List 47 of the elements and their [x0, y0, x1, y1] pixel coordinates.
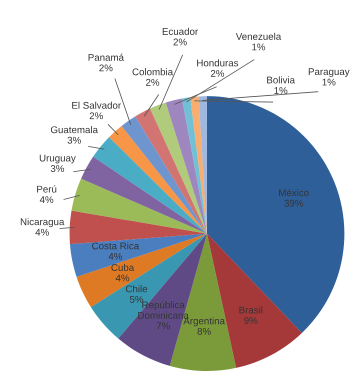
data-label: 2% [210, 70, 224, 77]
slice-label: Honduras [197, 59, 238, 66]
pie-slice [190, 96, 207, 234]
data-label: 2% [90, 112, 103, 120]
data-label: 2% [174, 38, 187, 46]
data-label: 5% [130, 296, 144, 303]
slice-label: Colombia [132, 68, 174, 76]
slice-label: Argentina [183, 317, 225, 326]
data-label: 39% [284, 200, 304, 207]
pie-slice [122, 116, 207, 234]
data-label: 4% [40, 196, 54, 204]
slice-label: Nicaragua [20, 218, 64, 228]
data-label: 9% [244, 317, 258, 324]
slice-label: Panamá [88, 54, 124, 61]
data-label: 3% [50, 165, 64, 172]
data-label: 1% [322, 78, 336, 86]
pie-slice [135, 108, 207, 234]
pie-slice [182, 97, 207, 234]
slice-label: Uruguay [40, 154, 76, 164]
slice-label: Brasil [239, 306, 262, 314]
data-label: 8% [198, 328, 211, 335]
slice-label: Costa Rica [92, 242, 140, 250]
data-label: 7% [156, 322, 170, 330]
pie-slice [109, 126, 207, 234]
data-label: 1% [252, 44, 266, 50]
pie-slice [72, 178, 207, 234]
data-label: 4% [35, 228, 49, 236]
slice-label: Perú [37, 185, 56, 193]
data-label: 2% [99, 64, 113, 72]
slice-label: El Salvador [72, 102, 121, 109]
slice-label: México [279, 188, 309, 196]
slice-label: Venezuela [236, 32, 282, 40]
data-label: 1% [274, 87, 288, 94]
slice-label: Ecuador [162, 28, 198, 35]
slice-label: Cuba [111, 264, 134, 271]
slice-label: Bolivia [267, 76, 295, 84]
slice-label: Chile [126, 285, 148, 292]
pie-slice [166, 98, 207, 234]
data-label: 2% [146, 78, 160, 86]
data-label: 3% [68, 136, 81, 144]
pie-slice [150, 102, 207, 234]
data-label: 4% [116, 274, 130, 282]
pie-slice [81, 156, 207, 234]
data-label: 4% [108, 253, 122, 260]
pie-slice [93, 137, 207, 234]
slice-label: Paraguay [308, 68, 350, 77]
slice-label: Guatemala [50, 126, 98, 134]
